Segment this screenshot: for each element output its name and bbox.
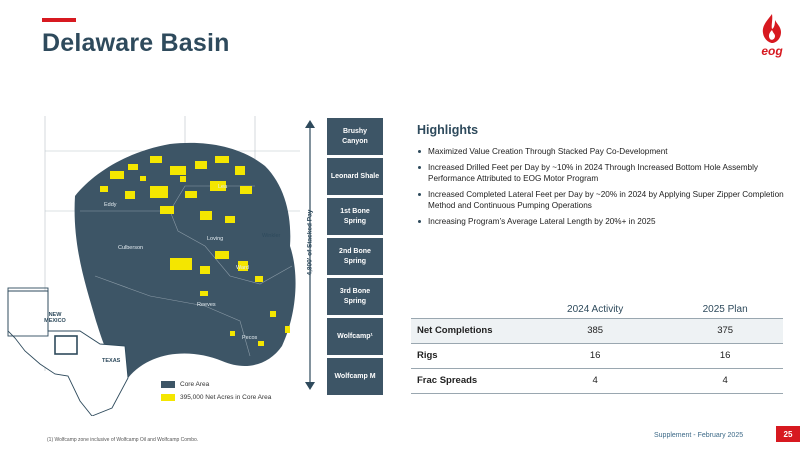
cell-2024: 385 xyxy=(523,318,668,344)
cell-2025: 375 xyxy=(667,318,783,344)
page-number: 25 xyxy=(776,426,800,442)
cell-2024: 16 xyxy=(523,343,668,369)
row-label: Net Completions xyxy=(411,318,523,344)
county-label-loving: Loving xyxy=(207,236,224,242)
row-label: Rigs xyxy=(411,343,523,369)
table-row: Net Completions 385 375 xyxy=(411,318,783,344)
county-label-reeves: Reeves xyxy=(197,302,216,308)
table-row: Rigs 16 16 xyxy=(411,343,783,369)
table-header-row: 2024 Activity 2025 Plan xyxy=(411,301,783,319)
net-acres-shapes xyxy=(100,156,290,346)
zone-wolfcamp: Wolfcamp¹ xyxy=(327,318,383,355)
legend-swatch xyxy=(161,380,175,388)
legend-label: 395,000 Net Acres in Core Area xyxy=(180,393,272,401)
zone-3rd-bone-spring: 3rd Bone Spring xyxy=(327,278,383,315)
highlights-title: Highlights xyxy=(417,123,479,137)
county-label-culberson: Culberson xyxy=(118,245,144,251)
zone-2nd-bone-spring: 2nd Bone Spring xyxy=(327,238,383,275)
zone-leonard-shale: Leonard Shale xyxy=(327,158,383,195)
county-label-lea: Lea xyxy=(218,184,228,190)
legend-item-core-area: Core Area xyxy=(161,380,271,388)
footnote: (1) Wolfcamp zone inclusive of Wolfcamp … xyxy=(47,437,199,443)
legend-swatch xyxy=(161,393,175,401)
state-label-texas: TEXAS xyxy=(102,358,121,364)
county-label-ward: Ward xyxy=(236,265,249,271)
highlight-item: Increased Completed Lateral Feet per Day… xyxy=(417,189,787,212)
flame-icon xyxy=(762,14,781,43)
highlights-list: Maximized Value Creation Through Stacked… xyxy=(417,146,787,227)
county-label-pecos: Pecos xyxy=(242,335,258,341)
county-label-eddy: Eddy xyxy=(104,202,117,208)
legend-label: Core Area xyxy=(180,380,210,388)
double-arrow-icon xyxy=(305,120,315,390)
stacked-pay-label: 4,800' of Stacked Pay xyxy=(306,209,314,276)
cell-2025: 4 xyxy=(667,368,783,394)
county-label-winkler: Winkler xyxy=(262,233,281,239)
page-title: Delaware Basin xyxy=(42,29,230,57)
highlight-item: Maximized Value Creation Through Stacked… xyxy=(417,146,787,158)
table-header-2024-activity: 2024 Activity xyxy=(523,301,668,319)
table-row: Frac Spreads 4 4 xyxy=(411,368,783,394)
table-header-blank xyxy=(411,301,523,319)
activity-table: 2024 Activity 2025 Plan Net Completions … xyxy=(411,301,783,394)
cell-2024: 4 xyxy=(523,368,668,394)
basin-map-graphic xyxy=(7,116,300,417)
zone-brushy-canyon: Brushy Canyon xyxy=(327,118,383,155)
delaware-basin-map: Eddy Lea Culberson Loving Winkler Ward R… xyxy=(0,116,310,417)
title-accent-bar xyxy=(42,18,76,22)
eog-logo: eog xyxy=(752,12,792,60)
table-header-2025-plan: 2025 Plan xyxy=(667,301,783,319)
map-legend: Core Area 395,000 Net Acres in Core Area xyxy=(161,380,271,406)
state-label-new-mexico: NEW MEXICO xyxy=(44,312,66,324)
highlights-section: Highlights Maximized Value Creation Thro… xyxy=(417,123,787,231)
row-label: Frac Spreads xyxy=(411,368,523,394)
legend-item-net-acres: 395,000 Net Acres in Core Area xyxy=(161,393,271,401)
cell-2025: 16 xyxy=(667,343,783,369)
logo-text: eog xyxy=(761,44,783,58)
zone-1st-bone-spring: 1st Bone Spring xyxy=(327,198,383,235)
highlight-item: Increasing Program’s Average Lateral Len… xyxy=(417,216,787,228)
stacked-pay-zones: Brushy Canyon Leonard Shale 1st Bone Spr… xyxy=(327,118,383,398)
highlight-item: Increased Drilled Feet per Day by ~10% i… xyxy=(417,162,787,185)
supplement-label: Supplement - February 2025 xyxy=(654,432,744,439)
zone-wolfcamp-m: Wolfcamp M xyxy=(327,358,383,395)
